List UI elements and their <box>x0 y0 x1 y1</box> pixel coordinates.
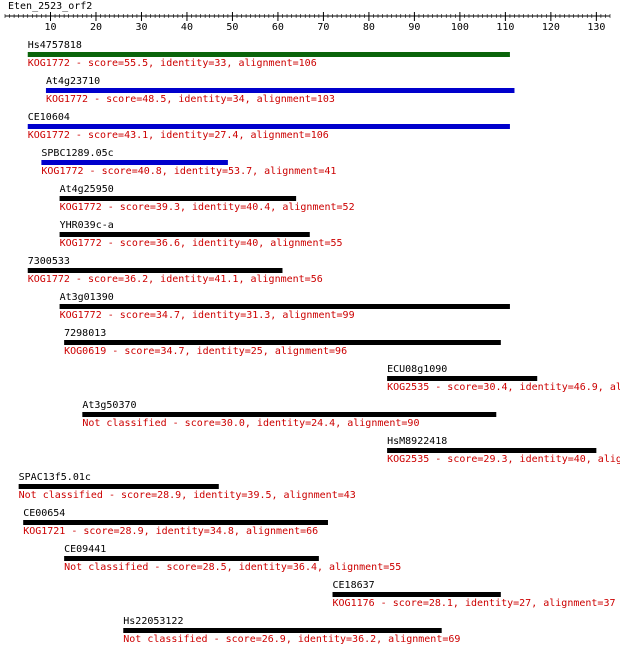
hit-name: Hs4757818 <box>28 40 82 51</box>
x-tick-label: 80 <box>363 22 375 33</box>
hit-description: KOG1772 - score=48.5, identity=34, align… <box>46 94 335 105</box>
x-tick-label: 110 <box>496 22 514 33</box>
hit-name: At4g25950 <box>60 184 114 195</box>
hit-bar <box>59 304 510 309</box>
hit-description: KOG1772 - score=43.1, identity=27.4, ali… <box>28 130 329 141</box>
x-tick-label: 10 <box>44 22 56 33</box>
hit-bar <box>82 412 497 417</box>
hit-bar <box>387 448 597 453</box>
hit-name: SPAC13f5.01c <box>19 472 91 483</box>
x-tick-label: 120 <box>542 22 560 33</box>
hit-bar <box>59 232 310 237</box>
hit-bar <box>27 124 510 129</box>
x-tick-label: 40 <box>181 22 193 33</box>
x-tick-label: 70 <box>317 22 329 33</box>
hit-name: ECU08g1090 <box>387 364 447 375</box>
hit-description: KOG1772 - score=39.3, identity=40.4, ali… <box>60 202 355 213</box>
hit-description: KOG2535 - score=29.3, identity=40, align… <box>387 454 620 465</box>
hit-name: 7300533 <box>28 256 70 267</box>
hit-bar <box>59 196 297 201</box>
hit-description: KOG1772 - score=36.2, identity=41.1, ali… <box>28 274 323 285</box>
hit-bar <box>27 268 283 273</box>
hit-bar <box>41 160 228 165</box>
hit-description: KOG1772 - score=55.5, identity=33, align… <box>28 58 317 69</box>
hit-description: KOG1721 - score=28.9, identity=34.8, ali… <box>23 526 318 537</box>
query-title: Eten_2523_orf2 <box>8 1 92 12</box>
hit-bar <box>18 484 219 489</box>
hit-description: KOG1772 - score=34.7, identity=31.3, ali… <box>60 310 355 321</box>
hit-name: At3g50370 <box>82 400 136 411</box>
hit-name: At3g01390 <box>60 292 114 303</box>
hit-description: KOG1176 - score=28.1, identity=27, align… <box>333 598 616 609</box>
hit-bar <box>387 376 538 381</box>
x-tick-label: 130 <box>587 22 605 33</box>
hit-bar <box>23 520 328 525</box>
hit-description: Not classified - score=28.9, identity=39… <box>19 490 356 501</box>
x-tick-label: 20 <box>90 22 102 33</box>
hit-name: 7298013 <box>64 328 106 339</box>
hit-bar <box>123 628 442 633</box>
hit-name: CE00654 <box>23 508 65 519</box>
hit-bar <box>332 592 501 597</box>
hit-description: KOG1772 - score=36.6, identity=40, align… <box>60 238 343 249</box>
hit-name: CE18637 <box>333 580 375 591</box>
hit-name: Hs22053122 <box>123 616 183 627</box>
hit-name: SPBC1289.05c <box>41 148 113 159</box>
hit-name: CE10604 <box>28 112 70 123</box>
hit-description: KOG1772 - score=40.8, identity=53.7, ali… <box>41 166 336 177</box>
hit-name: CE09441 <box>64 544 106 555</box>
hit-name: YHR039c-a <box>60 220 114 231</box>
hit-description: KOG2535 - score=30.4, identity=46.9, ali… <box>387 382 620 393</box>
hit-bar <box>27 52 510 57</box>
x-tick-label: 90 <box>408 22 420 33</box>
hit-bar <box>64 556 319 561</box>
x-tick-label: 100 <box>451 22 469 33</box>
hit-description: Not classified - score=30.0, identity=24… <box>82 418 419 429</box>
hit-description: Not classified - score=26.9, identity=36… <box>123 634 460 645</box>
hit-description: KOG0619 - score=34.7, identity=25, align… <box>64 346 347 357</box>
hit-bar <box>64 340 501 345</box>
hit-description: Not classified - score=28.5, identity=36… <box>64 562 401 573</box>
x-tick-label: 30 <box>135 22 147 33</box>
hit-bar <box>45 88 515 93</box>
hit-name: HsM8922418 <box>387 436 447 447</box>
x-tick-label: 50 <box>226 22 238 33</box>
hit-name: At4g23710 <box>46 76 100 87</box>
x-tick-label: 60 <box>272 22 284 33</box>
